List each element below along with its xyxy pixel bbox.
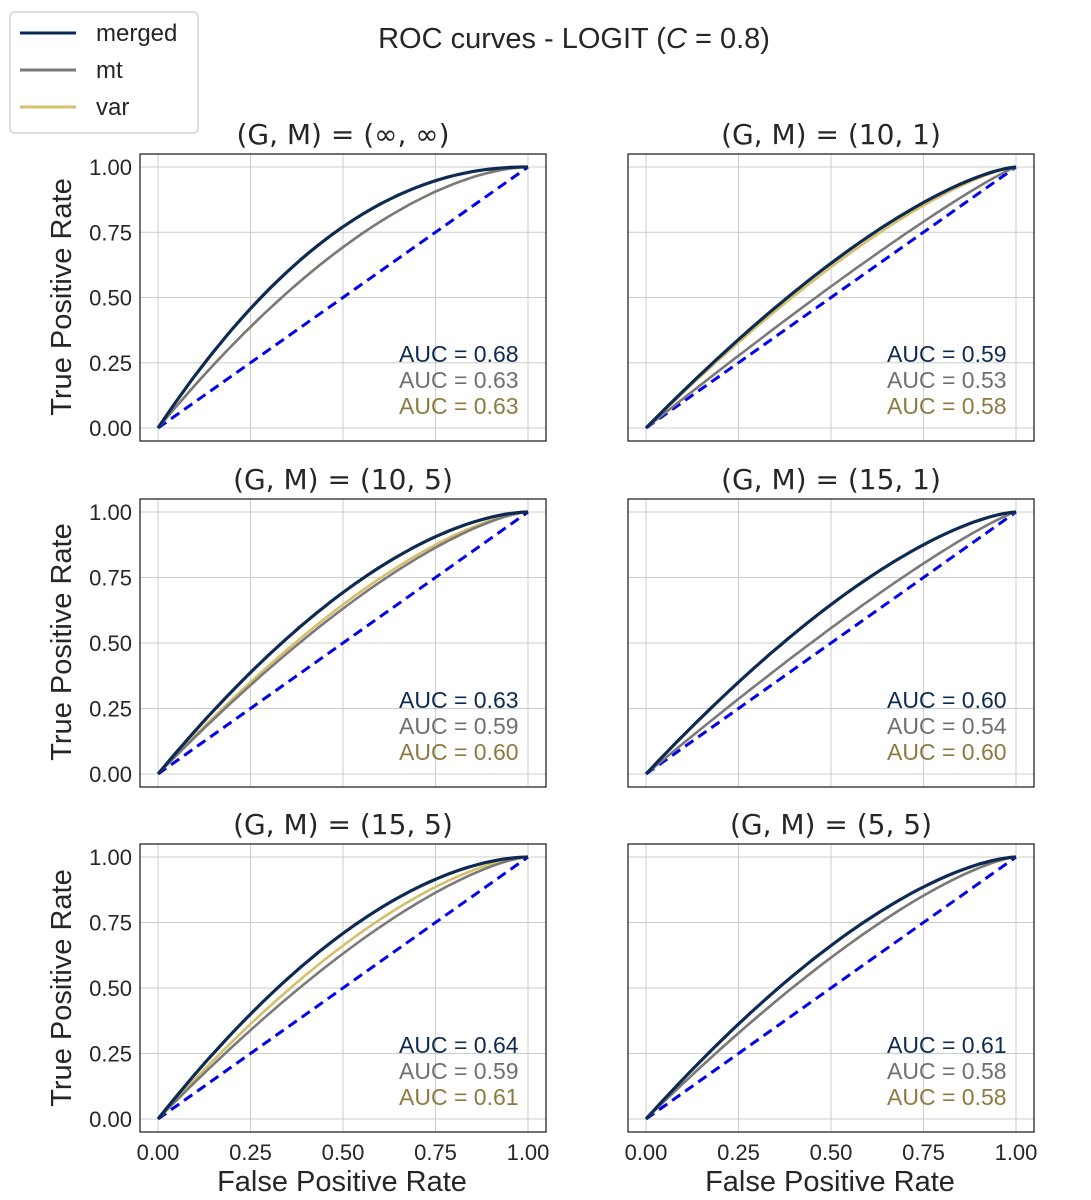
chance-diagonal (645, 165, 1017, 430)
auc-label-mt: AUC = 0.59 (399, 1058, 519, 1084)
roc-curve-merged (644, 510, 1017, 776)
x-tick-label: 0.50 (810, 1140, 853, 1165)
subplot-title: (G, M) = (5, 5) (730, 808, 932, 841)
ylabel-row-3: True Positive Rate (46, 869, 78, 1106)
chance-diagonal (157, 510, 529, 776)
xlabel-left: False Positive Rate (217, 1166, 467, 1198)
x-tick-label: 0.75 (414, 1140, 457, 1165)
auc-label-merged: AUC = 0.59 (887, 341, 1007, 367)
x-tick-label: 0.00 (137, 1140, 180, 1165)
xlabel-right: False Positive Rate (705, 1166, 955, 1198)
y-tick-label: 0.00 (89, 1107, 132, 1132)
y-tick-label: 0.00 (89, 762, 132, 787)
roc-curve-mt (645, 165, 1017, 430)
auc-label-var: AUC = 0.61 (399, 1084, 519, 1110)
x-tick-label: 0.25 (229, 1140, 272, 1165)
y-tick-label: 0.00 (89, 416, 132, 441)
plot-frame (627, 153, 1035, 442)
roc-curve-merged (644, 855, 1017, 1121)
roc-curve-merged (156, 510, 529, 776)
y-tick-label: 1.00 (89, 500, 132, 525)
x-tick-label: 0.25 (717, 1140, 760, 1165)
figure-title-var: C (666, 23, 688, 55)
subplot-title: (G, M) = (15, 1) (721, 463, 941, 496)
subplot-title: (G, M) = (∞, ∞) (236, 118, 449, 151)
auc-label-merged: AUC = 0.68 (399, 341, 519, 367)
subplot-title: (G, M) = (15, 5) (233, 808, 453, 841)
auc-label-mt: AUC = 0.54 (887, 713, 1007, 739)
chance-diagonal (645, 510, 1017, 776)
x-tick-label: 0.00 (625, 1140, 668, 1165)
roc-curve-mt (157, 165, 529, 429)
y-tick-label: 0.25 (89, 1042, 132, 1067)
auc-label-merged: AUC = 0.64 (399, 1032, 519, 1058)
chance-diagonal (645, 855, 1017, 1121)
auc-label-mt: AUC = 0.63 (399, 367, 519, 393)
y-tick-label: 1.00 (89, 845, 132, 870)
subplot-title: (G, M) = (10, 5) (233, 463, 453, 496)
legend-frame (9, 11, 199, 134)
ylabel-row-1: True Positive Rate (46, 178, 78, 415)
auc-label-mt: AUC = 0.53 (887, 367, 1007, 393)
legend-label-var: var (96, 94, 129, 121)
x-tick-label: 0.50 (322, 1140, 365, 1165)
chance-diagonal (157, 855, 529, 1121)
y-tick-label: 0.50 (89, 976, 132, 1001)
auc-label-mt: AUC = 0.58 (887, 1058, 1007, 1084)
auc-label-var: AUC = 0.58 (887, 393, 1007, 419)
roc-curve-mt (645, 855, 1017, 1120)
roc-curve-merged (644, 165, 1017, 430)
x-tick-label: 1.00 (507, 1140, 550, 1165)
x-tick-label: 0.75 (902, 1140, 945, 1165)
auc-label-var: AUC = 0.63 (399, 393, 519, 419)
roc-curve-var (157, 510, 529, 775)
roc-curve-var (157, 855, 529, 1120)
auc-label-mt: AUC = 0.59 (399, 713, 519, 739)
roc-curve-merged (156, 855, 529, 1121)
chance-diagonal (157, 165, 529, 430)
auc-label-merged: AUC = 0.63 (399, 687, 519, 713)
ylabel-row-2: True Positive Rate (46, 523, 78, 760)
y-tick-label: 0.75 (89, 220, 132, 245)
roc-curve-mt (645, 510, 1017, 776)
y-tick-label: 1.00 (89, 155, 132, 180)
y-tick-label: 0.75 (89, 911, 132, 936)
y-tick-label: 0.25 (89, 351, 132, 376)
plot-frame (139, 843, 547, 1133)
y-tick-label: 0.25 (89, 697, 132, 722)
auc-label-var: AUC = 0.58 (887, 1084, 1007, 1110)
y-tick-label: 0.75 (89, 566, 132, 591)
legend: merged mt var (9, 11, 199, 134)
roc-curve-mt (157, 510, 529, 775)
legend-label-mt: mt (96, 57, 123, 84)
plot-frame (139, 498, 547, 788)
y-tick-label: 0.50 (89, 286, 132, 311)
plot-frame (627, 498, 1035, 788)
roc-curve-merged (156, 165, 528, 429)
auc-label-merged: AUC = 0.60 (887, 687, 1007, 713)
auc-label-merged: AUC = 0.61 (887, 1032, 1007, 1058)
legend-label-merged: merged (96, 20, 177, 47)
auc-label-var: AUC = 0.60 (887, 739, 1007, 765)
x-tick-label: 1.00 (995, 1140, 1038, 1165)
figure-title: ROC curves - LOGIT (C = 0.8) (378, 23, 770, 55)
auc-label-var: AUC = 0.60 (399, 739, 519, 765)
plot-frame (139, 153, 547, 442)
subplot-title: (G, M) = (10, 1) (721, 118, 941, 151)
roc-curve-mt (157, 855, 529, 1120)
y-tick-label: 0.50 (89, 631, 132, 656)
plot-frame (627, 843, 1035, 1133)
